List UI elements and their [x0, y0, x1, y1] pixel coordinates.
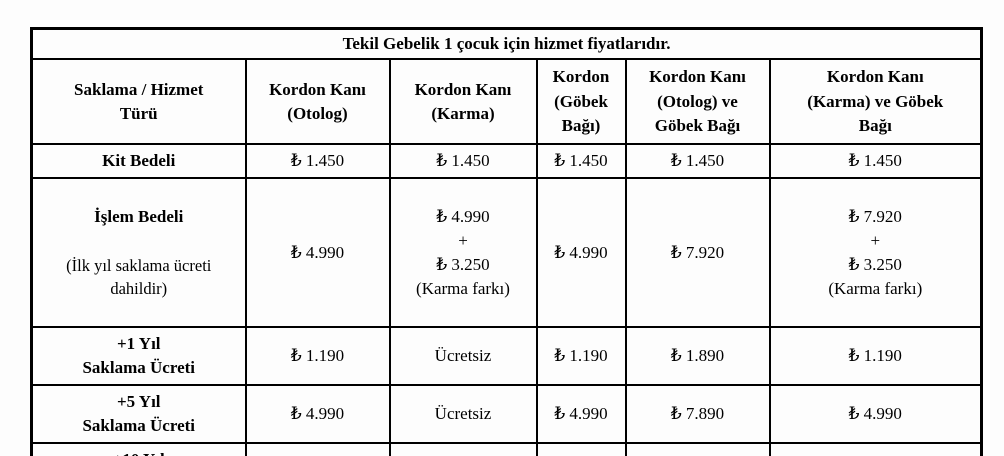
column-header-service-type: Saklama / Hizmet Türü [30, 58, 247, 146]
row-label-title: İşlem Bedeli [94, 207, 184, 227]
price-cell: Ücretsiz [388, 442, 538, 456]
price-cell: ₺ 8.750 [768, 442, 983, 456]
pricing-table: Tekil Gebelik 1 çocuk için hizmet fiyatl… [30, 27, 984, 456]
table-header-row: Saklama / Hizmet Türü Kordon Kanı (Otolo… [30, 58, 983, 146]
column-header-autologous-plus-cord: Kordon Kanı (Otolog) ve Göbek Bağı [624, 58, 771, 146]
price-cell: ₺ 4.990 + ₺ 3.250 (Karma farkı) [388, 177, 538, 329]
price-cell: ₺ 1.890 [624, 326, 771, 387]
price-cell: ₺ 7.890 [624, 384, 771, 445]
price-cell: ₺ 1.190 [768, 326, 983, 387]
row-label: +1 Yıl Saklama Ücreti [30, 326, 247, 387]
price-cell: ₺ 7.920 [624, 177, 771, 329]
row-label: Kit Bedeli [30, 143, 247, 180]
row-label: +10 Yıl Saklama Ücreti [30, 442, 247, 456]
price-cell: ₺ 4.990 [535, 177, 627, 329]
price-cell: ₺ 13.550 [624, 442, 771, 456]
column-header-umbilical-cord: Kordon (Göbek Bağı) [535, 58, 627, 146]
table-row-5-year-storage: +5 Yıl Saklama Ücreti ₺ 4.990 Ücretsiz ₺… [30, 384, 983, 445]
table-row-1-year-storage: +1 Yıl Saklama Ücreti ₺ 1.190 Ücretsiz ₺… [30, 326, 983, 387]
price-cell: ₺ 1.190 [535, 326, 627, 387]
price-cell: ₺ 1.450 [535, 143, 627, 180]
price-cell: ₺ 1.190 [244, 326, 391, 387]
price-cell: ₺ 4.990 [244, 384, 391, 445]
table-title-row: Tekil Gebelik 1 çocuk için hizmet fiyatl… [30, 27, 983, 61]
column-header-cord-blood-mixed: Kordon Kanı (Karma) [388, 58, 538, 146]
price-cell: ₺ 8.750 [244, 442, 391, 456]
row-label: +5 Yıl Saklama Ücreti [30, 384, 247, 445]
price-cell: ₺ 1.450 [244, 143, 391, 180]
price-cell: ₺ 4.990 [768, 384, 983, 445]
column-header-mixed-plus-cord: Kordon Kanı (Karma) ve Göbek Bağı [768, 58, 983, 146]
price-cell: ₺ 1.450 [624, 143, 771, 180]
price-cell: ₺ 8.750 [535, 442, 627, 456]
price-cell: Ücretsiz [388, 384, 538, 445]
price-cell: ₺ 1.450 [388, 143, 538, 180]
price-cell: ₺ 4.990 [535, 384, 627, 445]
table-row-10-year-storage: +10 Yıl Saklama Ücreti ₺ 8.750 Ücretsiz … [30, 442, 983, 456]
price-cell: ₺ 7.920 + ₺ 3.250 (Karma farkı) [768, 177, 983, 329]
row-label: İşlem Bedeli (İlk yıl saklama ücreti dah… [30, 177, 247, 329]
table-row-processing-fee: İşlem Bedeli (İlk yıl saklama ücreti dah… [30, 177, 983, 329]
table-row-kit-fee: Kit Bedeli ₺ 1.450 ₺ 1.450 ₺ 1.450 ₺ 1.4… [30, 143, 983, 180]
price-cell: ₺ 4.990 [244, 177, 391, 329]
price-cell: Ücretsiz [388, 326, 538, 387]
column-header-cord-blood-autologous: Kordon Kanı (Otolog) [244, 58, 391, 146]
row-label-note: (İlk yıl saklama ücreti dahildir) [66, 255, 212, 298]
price-cell: ₺ 1.450 [768, 143, 983, 180]
table-title: Tekil Gebelik 1 çocuk için hizmet fiyatl… [30, 27, 983, 61]
